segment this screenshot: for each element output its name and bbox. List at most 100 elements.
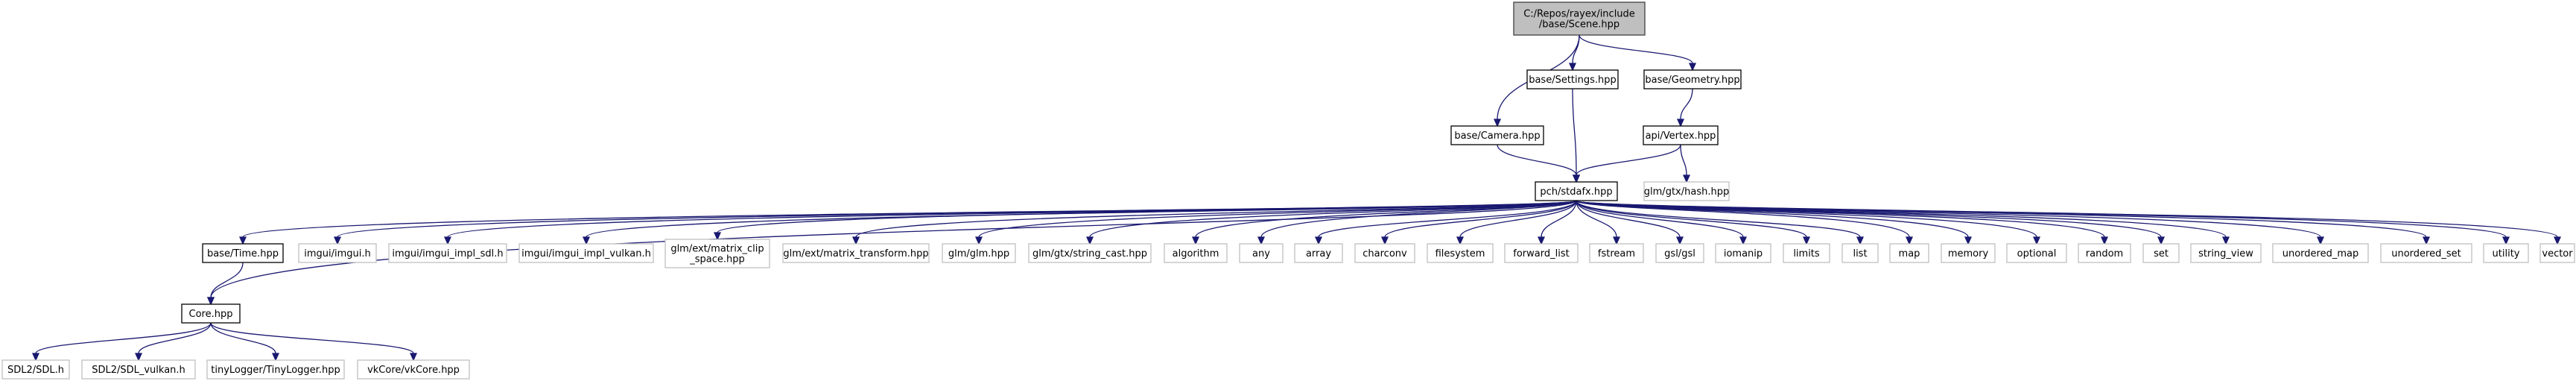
node-camera[interactable]: base/Camera.hpp (1450, 125, 1544, 145)
edge-stdafx-to-vector (1576, 200, 2562, 245)
edge-arrowhead (31, 353, 40, 362)
node-box (1715, 243, 1771, 263)
node-box (1, 359, 70, 380)
node-box (2272, 243, 2369, 263)
node-label: _space.hpp (689, 254, 745, 265)
edge-line (1680, 144, 1687, 176)
node-label: C:/Repos/rayex/include (1523, 9, 1635, 20)
node-label: base/Time.hpp (207, 248, 279, 259)
node-label: filesystem (1435, 248, 1485, 259)
edge-line (1384, 200, 1577, 238)
edge-line (1576, 200, 1807, 238)
edge-arrowhead (1675, 236, 1684, 245)
edge-stdafx-to-filesystem (1456, 200, 1577, 245)
edge-arrowhead (1537, 236, 1546, 245)
node-label: tinyLogger/TinyLogger.hpp (211, 365, 340, 376)
edge-arrowhead (2157, 236, 2166, 245)
node-filesystem: filesystem (1427, 243, 1494, 263)
node-matrix-transform: glm/ext/matrix_transform.hpp (782, 243, 930, 263)
node-map: map (1889, 243, 1929, 263)
node-box (1294, 243, 1343, 263)
node-label: glm/gtx/hash.hpp (1644, 186, 1729, 198)
node-vkcore: vkCore/vkCore.hpp (357, 359, 470, 380)
edge-arrowhead (409, 353, 418, 362)
node-label: base/Camera.hpp (1454, 130, 1540, 142)
edge-arrowhead (1572, 174, 1581, 183)
node-box (388, 243, 507, 263)
node-label: SDL2/SDL.h (7, 365, 64, 376)
node-box (1450, 125, 1544, 145)
node-fstream: fstream (1589, 243, 1644, 263)
node-settings[interactable]: base/Settings.hpp (1526, 69, 1619, 89)
edge-stdafx-to-matrix_clip (713, 200, 1577, 241)
edge-arrowhead (1568, 63, 1577, 72)
node-box (1841, 243, 1879, 263)
edge-line (35, 322, 212, 354)
edge-geometry-to-vertex (1676, 88, 1693, 128)
edge-arrowhead (2553, 236, 2562, 245)
edge-arrowhead (1380, 236, 1389, 245)
edge-arrowhead (1257, 236, 1266, 245)
node-label: /base/Scene.hpp (1539, 19, 1619, 31)
node-box (782, 243, 930, 263)
edge-arrowhead (1085, 236, 1094, 245)
node-sdl: SDL2/SDL.h (1, 359, 70, 380)
node-label: vector (2542, 248, 2573, 259)
edge-line (1576, 200, 1681, 238)
edge-line (1572, 34, 1580, 64)
node-box (298, 243, 377, 263)
node-core[interactable]: Core.hpp (181, 303, 241, 324)
node-label: vkCore/vkCore.hpp (367, 365, 460, 376)
node-box (202, 243, 284, 263)
edge-arrowhead (1802, 236, 1811, 245)
node-vector: vector (2539, 243, 2575, 263)
node-box (1164, 243, 1228, 263)
node-label: pch/stdafx.hpp (1540, 186, 1612, 198)
node-iomanip: iomanip (1715, 243, 1771, 263)
node-label: optional (2017, 248, 2057, 259)
node-label: map (1899, 248, 1920, 259)
node-box (2483, 243, 2529, 263)
edge-stdafx-to-array (1314, 200, 1577, 245)
edge-line (1318, 200, 1577, 238)
node-label: gsl/gsl (1664, 248, 1695, 259)
edge-stdafx-to-list (1576, 200, 1865, 245)
edge-arrowhead (1964, 236, 1973, 245)
edge-line (1260, 200, 1577, 238)
node-limits: limits (1783, 243, 1830, 263)
node-label: imgui/imgui.h (304, 248, 371, 259)
edge-core-to-tinylogger (210, 322, 280, 362)
edge-arrowhead (2100, 236, 2109, 245)
edge-scene-to-geometry (1579, 34, 1697, 72)
edge-line (1576, 144, 1681, 176)
node-label: unordered_set (2391, 248, 2461, 259)
node-geometry[interactable]: base/Geometry.hpp (1643, 69, 1742, 89)
node-array: array (1294, 243, 1343, 263)
node-box (1526, 69, 1619, 89)
edge-scene-to-settings (1568, 34, 1580, 72)
node-time[interactable]: base/Time.hpp (202, 243, 284, 263)
node-vertex[interactable]: api/Vertex.hpp (1643, 125, 1719, 145)
node-label: glm/ext/matrix_transform.hpp (783, 248, 928, 259)
node-label: glm/gtx/string_cast.hpp (1032, 248, 1147, 259)
node-label: utility (2493, 248, 2520, 259)
node-imgui-sdl: imgui/imgui_impl_sdl.h (388, 243, 507, 263)
edge-line (1497, 144, 1577, 176)
node-label: SDL2/SDL_vulkan.h (92, 365, 185, 376)
edge-arrowhead (1739, 236, 1748, 245)
node-scene[interactable]: C:/Repos/rayex/include/base/Scene.hpp (1513, 1, 1646, 36)
node-label: string_view (2198, 248, 2253, 259)
node-box (1513, 1, 1646, 36)
edge-line (1576, 200, 1861, 238)
node-label: limits (1793, 248, 1820, 259)
edge-line (1576, 200, 1744, 238)
edge-arrowhead (1191, 236, 1200, 245)
node-box (2078, 243, 2131, 263)
node-stdafx[interactable]: pch/stdafx.hpp (1535, 181, 1618, 201)
node-glm: glm/glm.hpp (942, 243, 1016, 263)
node-random: random (2078, 243, 2131, 263)
node-box (664, 239, 770, 268)
node-gsl: gsl/gsl (1655, 243, 1704, 263)
node-box (1239, 243, 1284, 263)
edge-arrowhead (1688, 63, 1697, 72)
